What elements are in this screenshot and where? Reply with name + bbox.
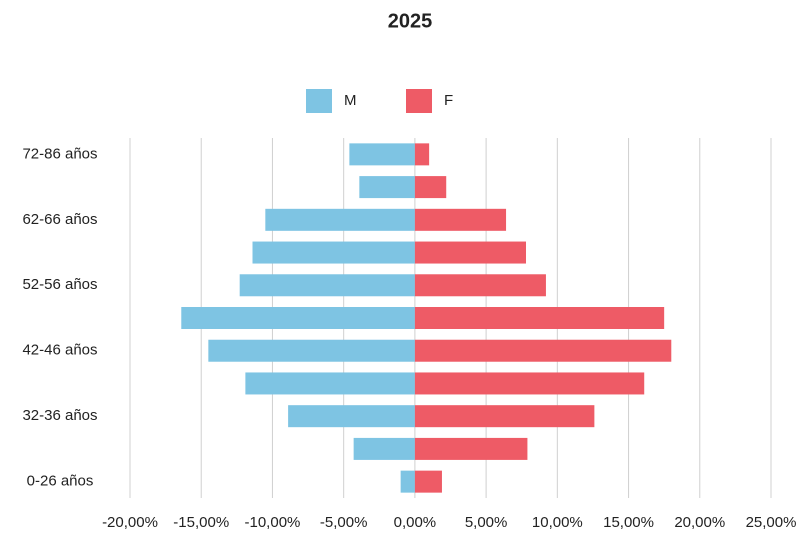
bar bbox=[359, 176, 415, 199]
bar bbox=[414, 176, 447, 199]
bar bbox=[414, 143, 430, 166]
bar bbox=[245, 372, 415, 395]
bar bbox=[181, 307, 415, 329]
legend-swatch bbox=[406, 89, 432, 113]
bar bbox=[239, 274, 415, 297]
x-tick-label: -15,00% bbox=[173, 514, 229, 531]
bar bbox=[252, 241, 415, 264]
bar bbox=[414, 307, 665, 329]
x-tick-label: 10,00% bbox=[532, 514, 583, 531]
bar bbox=[353, 437, 415, 460]
bar bbox=[414, 437, 528, 460]
legend-label: M bbox=[344, 92, 357, 109]
x-tick-label: -10,00% bbox=[245, 514, 301, 531]
bar bbox=[288, 405, 415, 428]
x-tick-label: -5,00% bbox=[320, 514, 368, 531]
bar bbox=[349, 143, 415, 166]
legend-swatch bbox=[306, 89, 332, 113]
y-tick-label: 0-26 años bbox=[27, 473, 94, 490]
x-tick-label: 20,00% bbox=[674, 514, 725, 531]
bar bbox=[414, 274, 546, 297]
bar bbox=[414, 470, 442, 493]
x-tick-label: -20,00% bbox=[102, 514, 158, 531]
y-tick-label: 52-56 años bbox=[22, 276, 97, 293]
y-tick-label: 32-36 años bbox=[22, 407, 97, 424]
bar bbox=[265, 208, 415, 231]
y-tick-label: 62-66 años bbox=[22, 211, 97, 228]
x-tick-label: 15,00% bbox=[603, 514, 654, 531]
bar bbox=[400, 470, 415, 493]
legend-label: F bbox=[444, 92, 453, 109]
bar bbox=[414, 241, 526, 264]
x-tick-label: 0,00% bbox=[394, 514, 437, 531]
bar bbox=[414, 339, 672, 362]
chart-title: 2025 bbox=[388, 10, 433, 32]
x-tick-label: 5,00% bbox=[465, 514, 508, 531]
bar bbox=[414, 372, 645, 395]
y-tick-label: 42-46 años bbox=[22, 342, 97, 359]
x-tick-label: 25,00% bbox=[746, 514, 797, 531]
bar bbox=[208, 339, 415, 362]
bar bbox=[414, 208, 507, 231]
bar bbox=[414, 405, 595, 428]
y-tick-label: 72-86 años bbox=[22, 145, 97, 162]
